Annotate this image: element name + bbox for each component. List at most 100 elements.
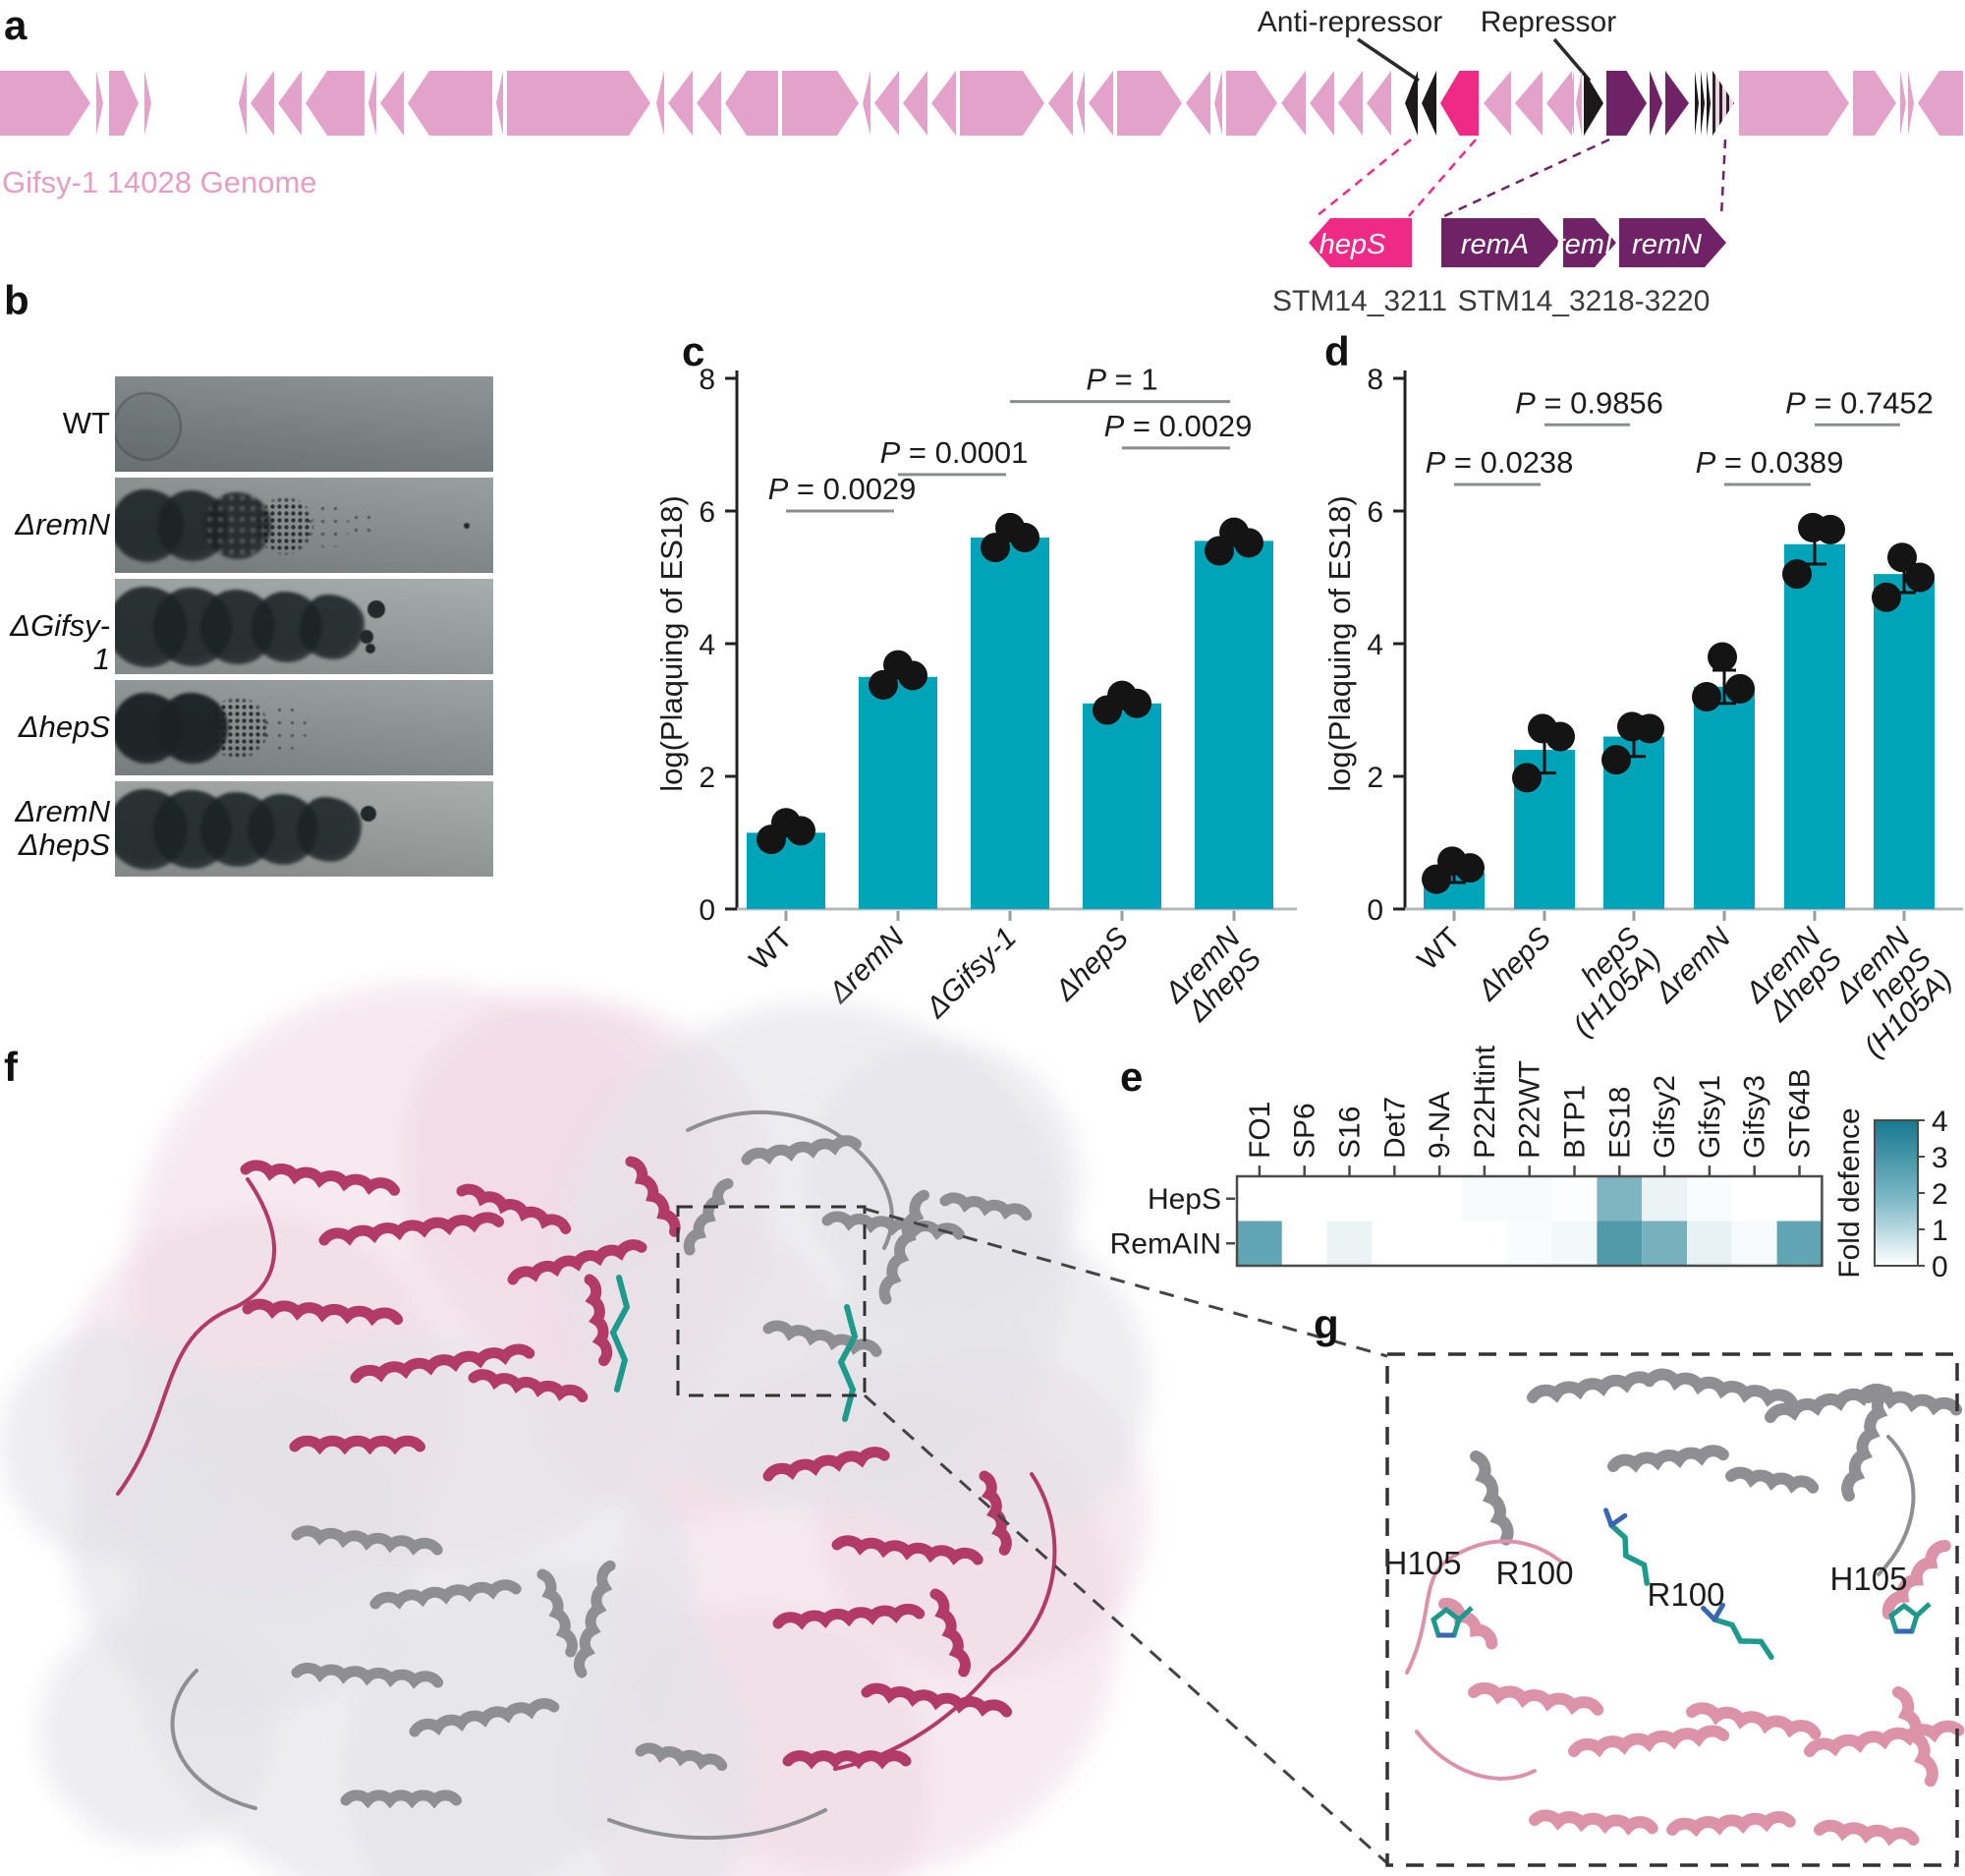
heat-col-label: Gifsy1: [1694, 1075, 1726, 1159]
helix-gray-inset: [1470, 1450, 1514, 1546]
gene-box-remN: [1619, 218, 1726, 267]
data-point: [1528, 713, 1557, 744]
pvalue-label: P = 0.0238: [1426, 445, 1574, 480]
residue-label-R100: R100: [1648, 1576, 1725, 1613]
residue-stick: [1608, 1522, 1651, 1586]
inset-dashed-border: [1385, 1352, 1959, 1867]
gene-arrow: [903, 71, 927, 136]
heat-cell-HepS-Gifsy2: [1642, 1176, 1687, 1222]
helix-crimson: [772, 1603, 926, 1630]
gene-arrow: [1695, 71, 1699, 136]
panel-letter-e: e: [1120, 1053, 1144, 1100]
heat-cell-RemAIN-SP6: [1281, 1221, 1327, 1266]
heat-cell-HepS-ES18: [1597, 1176, 1643, 1222]
helix-gray: [409, 1698, 560, 1737]
gene-box-remI: [1563, 218, 1616, 267]
colorbar-tick-label: 4: [1932, 1106, 1948, 1138]
plaque-spot-dot: [464, 522, 471, 529]
genome-track-label: Gifsy-1 14028 Genome: [2, 165, 317, 199]
zoom-connector-top: [864, 1207, 1388, 1358]
helix-gray: [683, 1177, 734, 1256]
helix-crimson: [350, 1343, 535, 1384]
x-category-label: ΔremNΔhepS: [1158, 921, 1267, 1028]
helix-gray-inset: [1841, 1386, 1893, 1502]
heat-col-label: P22Htint: [1469, 1045, 1501, 1159]
gene-arrow: [507, 71, 650, 136]
plaque-row-label-gifsy1: ΔGifsy-1: [10, 608, 110, 676]
heat-cell-RemAIN-ST64B: [1776, 1221, 1823, 1266]
heat-cell-RemAIN-Gifsy2: [1642, 1221, 1687, 1266]
loop-ribbon: [686, 1109, 847, 1142]
heat-col-label: Gifsy2: [1649, 1075, 1681, 1159]
helix-gray: [762, 1320, 882, 1357]
panel-letter-d: d: [1324, 328, 1350, 374]
gene-arrow: [239, 71, 247, 136]
heat-cell-RemAIN-Gifsy1: [1687, 1221, 1732, 1266]
ligand-stick-teal: [609, 1275, 631, 1393]
pvalue-label: P = 0.0001: [880, 435, 1029, 470]
data-point: [1692, 682, 1721, 711]
helix-crimson: [240, 1160, 401, 1196]
gene-arrow: [380, 71, 404, 136]
gene-box-hepS: [1309, 218, 1412, 267]
helix-gray: [369, 1579, 522, 1610]
gene-arrow: [1900, 71, 1906, 136]
heat-cell-HepS-FO1: [1237, 1176, 1282, 1222]
repressor-label: Repressor: [1481, 6, 1616, 38]
plaque-row-label-wt: WT: [62, 406, 110, 440]
helix-crimson: [468, 1369, 589, 1403]
heat-row-label: RemAIN: [1110, 1227, 1221, 1260]
heat-col-label: ST64B: [1784, 1068, 1817, 1159]
bar-chart-d: 0 2 4 6 8 log(Plaquing of ES18) WT ΔhepS hepS(H1…: [1322, 364, 1963, 1063]
loop-ribbon: [116, 1305, 238, 1496]
heat-col-label: BTP1: [1559, 1085, 1592, 1159]
gene-box-label: remI: [1555, 229, 1612, 260]
surface-gray: [39, 1612, 275, 1848]
gene-arrow: [668, 71, 693, 136]
residue-stick-tip: [1603, 1507, 1628, 1528]
helix-pink-inset: [1666, 1811, 1796, 1838]
protein-dimer-structure: [0, 983, 1150, 1876]
x-category-label: ΔremNhepS(H105A): [1817, 921, 1959, 1063]
gene-arrow: [1048, 71, 1073, 136]
helix-crimson: [318, 1212, 505, 1246]
x-category-label: WT: [744, 922, 799, 977]
bar-1: [859, 676, 937, 909]
heat-row-label: HepS: [1148, 1183, 1221, 1216]
plaque-row-label-heps: ΔhepS: [18, 710, 110, 744]
gene-arrow: [1701, 71, 1705, 136]
bar-3: [1694, 686, 1755, 909]
helix-gray: [536, 1568, 578, 1658]
residue-label-H105: H105: [1830, 1561, 1908, 1597]
gene-arrow: [1908, 71, 1914, 136]
bar-4: [1784, 543, 1845, 909]
plaque-spot-rough: [296, 796, 362, 862]
plaque-spot-speckle: [206, 696, 270, 760]
bar-2: [971, 538, 1049, 909]
helix-pink-inset: [1568, 1725, 1730, 1758]
x-category-label: ΔGifsy-1: [919, 922, 1022, 1025]
heat-cell-HepS-ST64B: [1776, 1176, 1823, 1222]
data-point: [883, 650, 913, 680]
panel-letter-c: c: [682, 328, 705, 374]
data-point: [1219, 517, 1249, 547]
helix-gray: [939, 1192, 1033, 1222]
surface-gray: [806, 1042, 1081, 1317]
x-category-label: ΔremN: [822, 921, 911, 1009]
pvalue-label: P = 0.0389: [1696, 445, 1844, 480]
heat-cell-RemAIN-Det7: [1372, 1221, 1418, 1266]
loop-ribbon: [234, 1177, 276, 1309]
x-category-text: ΔremNhepS(H105A): [1817, 921, 1959, 1063]
helix-gray: [291, 1525, 443, 1556]
x-category-label: WT: [1412, 922, 1467, 977]
gene-arrow: [1367, 71, 1391, 136]
data-point: [1708, 642, 1737, 672]
heat-cell-RemAIN-S16: [1326, 1221, 1373, 1266]
gene-arrow: [1484, 71, 1511, 136]
heat-cell-RemAIN-P22WT: [1506, 1221, 1552, 1266]
helix-pink-inset: [1529, 1809, 1658, 1836]
loop-ribbon: [843, 1138, 894, 1250]
data-point: [1617, 711, 1647, 742]
residue-label-R100: R100: [1496, 1555, 1574, 1591]
helix-crimson: [289, 1435, 425, 1455]
